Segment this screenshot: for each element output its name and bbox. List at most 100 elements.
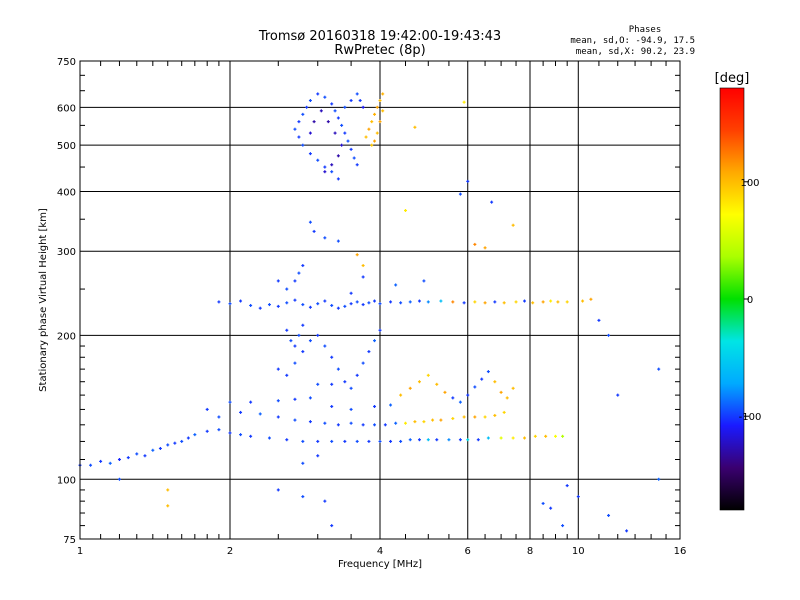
data-point (426, 438, 430, 442)
data-point (466, 393, 470, 397)
data-point (355, 373, 359, 377)
data-point (276, 304, 280, 308)
data-point (523, 436, 527, 440)
data-point (349, 407, 353, 411)
data-point (323, 344, 327, 348)
data-point (336, 367, 340, 371)
x-tick-label: 1 (77, 546, 83, 557)
data-point (323, 499, 327, 503)
data-point (462, 301, 466, 305)
y-tick-label: 300 (57, 247, 76, 258)
data-point (439, 418, 443, 422)
data-point (340, 143, 344, 147)
data-point (364, 135, 368, 139)
data-point (399, 301, 403, 305)
data-point (378, 302, 382, 306)
data-point (239, 410, 243, 414)
data-point (399, 393, 403, 397)
data-point (435, 438, 439, 442)
data-point (381, 92, 385, 96)
data-point (361, 275, 365, 279)
data-point (336, 306, 340, 310)
colorbar-tick-label: -100 (739, 412, 762, 423)
data-point (346, 139, 350, 143)
data-point (316, 302, 320, 306)
grid-lines (79, 60, 681, 540)
data-point (135, 452, 139, 456)
data-point (319, 109, 323, 113)
data-point (308, 305, 312, 309)
data-point (361, 264, 365, 268)
data-point (490, 200, 494, 204)
data-point (108, 461, 112, 465)
data-point (349, 302, 353, 306)
data-point (473, 415, 477, 419)
data-point (308, 99, 312, 103)
chart-title-line1: Tromsø 20160318 19:42:00-19:43:43 (258, 29, 501, 44)
data-point (483, 301, 487, 305)
data-point (466, 179, 470, 183)
data-point (143, 454, 147, 458)
data-point (285, 328, 289, 332)
data-point (305, 105, 309, 109)
data-point (531, 301, 535, 305)
data-point (378, 328, 382, 332)
data-point (394, 421, 398, 425)
data-point (333, 109, 337, 113)
data-point (217, 428, 221, 432)
data-point (308, 220, 312, 224)
data-point (466, 438, 470, 442)
data-point (597, 318, 601, 322)
data-point (473, 385, 477, 389)
x-tick-label: 6 (465, 546, 471, 557)
data-point (426, 373, 430, 377)
data-point (316, 382, 320, 386)
data-point (312, 120, 316, 124)
data-point (389, 439, 393, 443)
data-point (297, 120, 301, 124)
data-point (301, 303, 305, 307)
data-point (355, 439, 359, 443)
data-point (367, 127, 371, 131)
data-point (330, 355, 334, 359)
x-tick-label: 16 (674, 546, 687, 557)
data-point (389, 300, 393, 304)
data-point (349, 147, 353, 151)
data-point (293, 279, 297, 283)
data-point (316, 333, 320, 337)
data-point (565, 300, 569, 304)
data-point (533, 434, 537, 438)
data-point (486, 370, 490, 374)
data-point (276, 367, 280, 371)
data-point (330, 303, 334, 307)
data-point (451, 417, 455, 421)
data-point (458, 438, 462, 442)
data-point (553, 434, 557, 438)
data-point (576, 495, 580, 499)
data-point (217, 300, 221, 304)
data-point (589, 297, 593, 301)
data-point (511, 436, 515, 440)
data-point (239, 433, 243, 437)
y-tick-label: 75 (63, 535, 76, 546)
data-point (389, 403, 393, 407)
data-point (476, 438, 480, 442)
data-point (293, 397, 297, 401)
data-point (323, 421, 327, 425)
data-point (330, 170, 334, 174)
data-point (166, 488, 170, 492)
data-point (301, 439, 305, 443)
data-point (276, 415, 280, 419)
data-point (458, 400, 462, 404)
data-point (276, 279, 280, 283)
data-point (451, 396, 455, 400)
data-point (173, 441, 177, 445)
data-point (541, 300, 545, 304)
data-point (336, 177, 340, 181)
x-tick-label: 8 (527, 546, 533, 557)
data-point (316, 92, 320, 96)
data-point (193, 433, 197, 437)
data-point (308, 339, 312, 343)
data-point (276, 488, 280, 492)
data-point (505, 396, 509, 400)
